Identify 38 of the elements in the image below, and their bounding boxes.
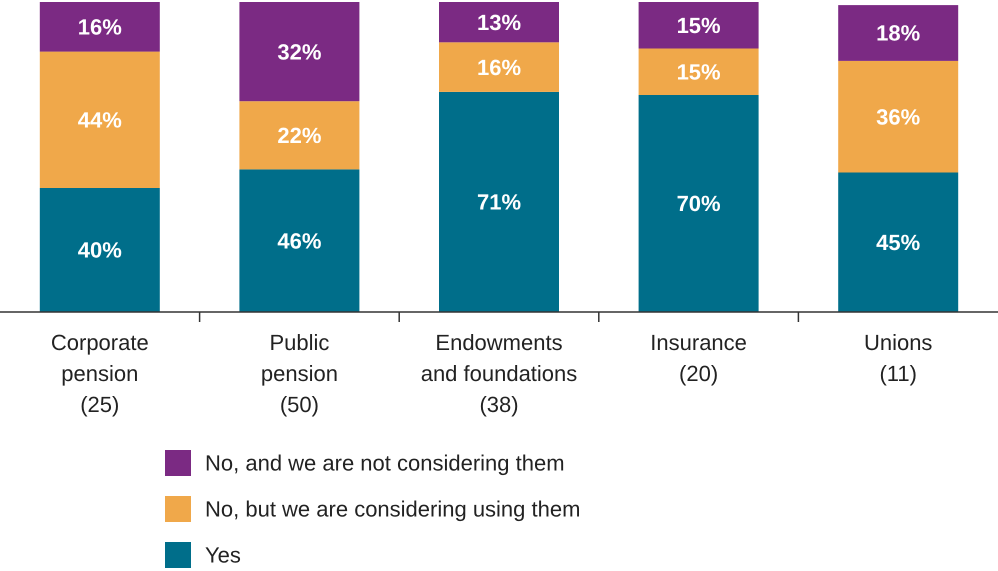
bar	[638, 2, 759, 48]
bar	[40, 52, 160, 188]
data-label: 71%	[476, 190, 522, 215]
data-label: 15%	[676, 12, 721, 38]
data-label: 22%	[277, 123, 322, 148]
bar	[638, 95, 759, 312]
data-label: 36%	[876, 104, 920, 130]
data-label: 13%	[476, 10, 522, 35]
bar	[439, 92, 559, 312]
x-tick-label: Corporate pension (25)	[50, 330, 149, 417]
x-tick-label: Public pension (50)	[260, 330, 338, 417]
bar	[838, 5, 958, 61]
x-tick-label: Insurance (20)	[650, 330, 747, 386]
data-label: 16%	[476, 54, 522, 80]
data-label: 16%	[78, 14, 122, 40]
bar	[439, 2, 559, 42]
legend-label: No, but we are considering using them	[205, 496, 580, 522]
bar	[40, 2, 160, 52]
x-tick-label: Endowments and foundations (38)	[420, 330, 578, 417]
bar	[239, 2, 360, 102]
legend-label: No, and we are not considering them	[205, 450, 565, 476]
data-label: 46%	[277, 228, 322, 254]
bar	[40, 188, 160, 312]
bar	[439, 42, 559, 92]
data-label: 40%	[78, 238, 122, 263]
bar	[239, 169, 360, 312]
data-label: 45%	[876, 230, 920, 255]
legend-label: Yes	[205, 542, 241, 568]
data-label: 32%	[277, 39, 322, 64]
data-label: 44%	[78, 108, 122, 132]
bar	[838, 60, 958, 172]
bar	[838, 172, 958, 312]
x-tick-label: Unions (11)	[864, 330, 932, 386]
bar	[638, 48, 759, 95]
bar	[239, 101, 360, 170]
data-label: 15%	[676, 59, 721, 84]
data-label: 18%	[876, 20, 920, 46]
data-label: 70%	[676, 191, 721, 216]
